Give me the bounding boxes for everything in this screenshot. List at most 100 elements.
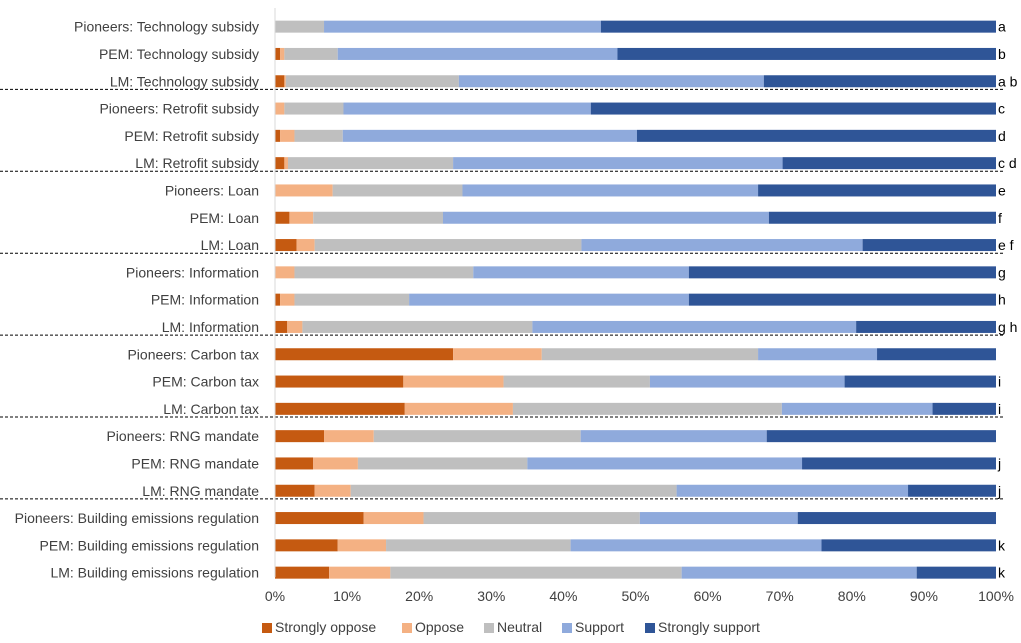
bar-segment-oppose bbox=[313, 457, 358, 470]
x-tick-label: 0% bbox=[265, 588, 285, 604]
bar-segment-oppose bbox=[280, 293, 295, 306]
x-tick-label: 30% bbox=[477, 588, 505, 604]
significance-labels: ab a b cd c d ef e f gh g h ii jj kk bbox=[997, 19, 1018, 581]
bar-segment-support bbox=[639, 512, 798, 525]
x-tick-label: 50% bbox=[621, 588, 649, 604]
x-tick-label: 40% bbox=[549, 588, 577, 604]
category-label: PEM: Retrofit subsidy bbox=[124, 128, 259, 144]
bar-segment-strongly-oppose bbox=[275, 47, 281, 60]
bar-segment-oppose bbox=[329, 566, 391, 579]
category-label: Pioneers: Information bbox=[126, 264, 259, 280]
category-label: PEM: RNG mandate bbox=[131, 455, 259, 471]
legend-swatch bbox=[645, 623, 655, 633]
bar-segment-oppose bbox=[363, 512, 424, 525]
x-tick-label: 80% bbox=[838, 588, 866, 604]
category-label: LM: Technology subsidy bbox=[110, 73, 259, 89]
bar-segment-support bbox=[532, 320, 857, 333]
legend-label: Neutral bbox=[497, 619, 542, 635]
x-tick-label: 100% bbox=[978, 588, 1014, 604]
category-label: Pioneers: RNG mandate bbox=[106, 428, 259, 444]
bar-segment-strongly-oppose bbox=[275, 293, 281, 306]
bar-segment-support bbox=[681, 566, 917, 579]
bar-segment-oppose bbox=[324, 430, 374, 443]
bar-segment-strongly-support bbox=[688, 293, 996, 306]
significance-label: g bbox=[998, 264, 1006, 280]
bar-segment-strongly-oppose bbox=[275, 239, 297, 252]
significance-label: j bbox=[997, 455, 1001, 471]
bar-segment-support bbox=[442, 211, 769, 224]
bar-segment-support bbox=[781, 402, 933, 415]
bar-segment-strongly-support bbox=[916, 566, 996, 579]
bar-segment-strongly-oppose bbox=[275, 157, 285, 170]
group-separators bbox=[0, 88, 1004, 500]
bar-segment-neutral bbox=[313, 211, 443, 224]
bar-segment-strongly-oppose bbox=[275, 402, 405, 415]
bar-segment-strongly-oppose bbox=[275, 348, 454, 361]
bar-segment-strongly-oppose bbox=[275, 457, 314, 470]
category-label: Pioneers: Building emissions regulation bbox=[15, 510, 259, 526]
significance-label: g h bbox=[998, 319, 1017, 335]
bar-segment-strongly-oppose bbox=[275, 539, 338, 552]
significance-label: c bbox=[998, 101, 1005, 117]
category-labels: Pioneers: Technology subsidy PEM: Technol… bbox=[15, 19, 260, 581]
bar-segment-strongly-oppose bbox=[275, 512, 364, 525]
bar-segment-strongly-support bbox=[821, 539, 996, 552]
bar-segment-support bbox=[581, 239, 863, 252]
bar-segment-strongly-oppose bbox=[275, 320, 288, 333]
category-label: LM: Building emissions regulation bbox=[50, 565, 259, 581]
bar-segment-strongly-support bbox=[768, 211, 996, 224]
axis: 0% 10% 20% 30% 40% 50% 60% 70% 80% 90% 100% bbox=[265, 8, 1014, 604]
bar-segment-strongly-oppose bbox=[275, 75, 285, 88]
bar-segment-neutral bbox=[373, 430, 581, 443]
bar-segment-oppose bbox=[403, 375, 504, 388]
bar-segment-strongly-support bbox=[590, 102, 996, 115]
bar-segment-oppose bbox=[280, 129, 295, 142]
bar-segment-neutral bbox=[357, 457, 528, 470]
bar-segment-neutral bbox=[541, 348, 759, 361]
significance-label: a bbox=[998, 19, 1006, 35]
bar-segment-neutral bbox=[294, 293, 410, 306]
bar-segment-oppose bbox=[275, 184, 333, 197]
bar-segment-neutral bbox=[423, 512, 640, 525]
category-label: LM: Information bbox=[162, 319, 259, 335]
bar-segment-strongly-support bbox=[877, 348, 996, 361]
significance-label: e bbox=[998, 182, 1006, 198]
bar-segment-oppose bbox=[289, 211, 314, 224]
bar-segment-oppose bbox=[284, 75, 286, 88]
bar-segment-strongly-support bbox=[908, 484, 996, 497]
significance-label: a b bbox=[998, 73, 1018, 89]
bar-segment-strongly-support bbox=[782, 157, 996, 170]
bar-segment-oppose bbox=[284, 157, 288, 170]
legend-label: Strongly oppose bbox=[275, 619, 376, 635]
bar-segment-neutral bbox=[314, 239, 582, 252]
x-tick-label: 70% bbox=[766, 588, 794, 604]
bar-segment-neutral bbox=[390, 566, 682, 579]
bar-segment-strongly-support bbox=[797, 512, 996, 525]
category-label: Pioneers: Carbon tax bbox=[127, 346, 259, 362]
category-label: LM: RNG mandate bbox=[142, 483, 259, 499]
bar-segment-oppose bbox=[453, 348, 542, 361]
bar-segment-support bbox=[342, 129, 637, 142]
bar-segment-support bbox=[580, 430, 767, 443]
bar-segment-support bbox=[453, 157, 783, 170]
bar-segment-oppose bbox=[296, 239, 315, 252]
bar-segment-strongly-support bbox=[617, 47, 996, 60]
bar-segment-strongly-oppose bbox=[275, 430, 325, 443]
category-label: PEM: Information bbox=[151, 292, 259, 308]
bar-segment-neutral bbox=[332, 184, 463, 197]
bar-segment-support bbox=[473, 266, 689, 279]
category-label: Pioneers: Loan bbox=[165, 182, 259, 198]
significance-label: c d bbox=[998, 155, 1017, 171]
legend-label: Strongly support bbox=[658, 619, 760, 635]
bar-segment-support bbox=[676, 484, 909, 497]
bar-segment-strongly-support bbox=[688, 266, 996, 279]
bar-segment-strongly-support bbox=[856, 320, 996, 333]
bar-segment-support bbox=[649, 375, 845, 388]
bar-segment-strongly-oppose bbox=[275, 375, 404, 388]
bar-segment-strongly-oppose bbox=[275, 484, 315, 497]
bar-segment-support bbox=[343, 102, 591, 115]
bar-segment-neutral bbox=[503, 375, 650, 388]
bar-segment-strongly-support bbox=[763, 75, 996, 88]
bar-segment-support bbox=[337, 47, 618, 60]
